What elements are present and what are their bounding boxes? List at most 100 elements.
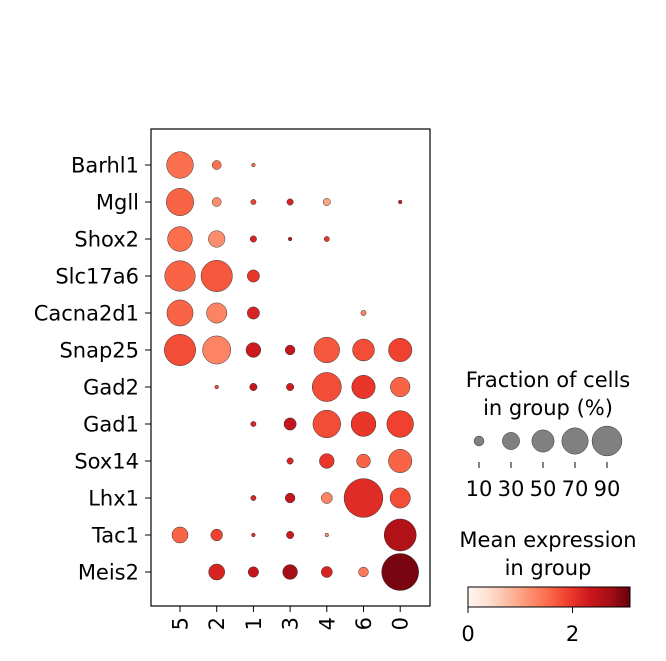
dot-gad1-group-6 xyxy=(350,411,377,437)
gene-axis: Barhl1 Mgll Shox2 Slc17a6 Cacna2d1 Snap25 Gad2… xyxy=(34,154,151,585)
dot-slc17a6-group-1 xyxy=(247,269,260,283)
dot-shox2-group-2 xyxy=(208,230,226,248)
colorbar-label-0: 0 xyxy=(461,622,474,646)
dot-barhl1-group-1 xyxy=(251,162,256,168)
dot-gad2-group-2 xyxy=(214,384,219,390)
dot-mgll-group-5 xyxy=(166,188,194,216)
dot-snap25-group-6 xyxy=(352,338,375,362)
size-legend-dot-10 xyxy=(473,435,485,447)
dot-cacna2d1-group-1 xyxy=(247,306,260,320)
dot-meis2-group-1 xyxy=(247,566,259,578)
dot-cacna2d1-group-2 xyxy=(206,302,228,324)
size-legend-label-70: 70 xyxy=(562,477,589,501)
dot-snap25-group-5 xyxy=(164,334,196,366)
dot-shox2-group-1 xyxy=(249,235,257,243)
dot-tac1-group-5 xyxy=(171,526,189,544)
gene-label-tac1: Tac1 xyxy=(91,524,139,548)
dot-lhx1-group-0 xyxy=(389,487,411,509)
colorbar xyxy=(467,586,631,608)
group-label-1: 1 xyxy=(242,617,266,630)
dot-gad2-group-3 xyxy=(286,383,295,391)
dot-barhl1-group-5 xyxy=(166,151,194,179)
group-label-2: 2 xyxy=(205,617,229,630)
dot-meis2-group-6 xyxy=(358,566,369,578)
size-legend-label-90: 90 xyxy=(594,477,621,501)
dot-lhx1-group-1 xyxy=(250,495,257,501)
color-legend-title-line1: Mean expression xyxy=(459,528,636,552)
plot-area xyxy=(150,128,431,607)
dot-tac1-group-0 xyxy=(383,518,417,552)
group-label-3: 3 xyxy=(279,617,303,630)
gene-label-sox14: Sox14 xyxy=(74,450,139,474)
dot-sox14-group-0 xyxy=(388,449,413,473)
dot-snap25-group-0 xyxy=(388,338,413,362)
dot-slc17a6-group-2 xyxy=(200,260,233,292)
size-legend-dot-90 xyxy=(591,425,623,457)
color-legend-title-line2: in group xyxy=(505,556,592,580)
dot-snap25-group-4 xyxy=(313,336,340,364)
gene-label-shox2: Shox2 xyxy=(74,228,139,252)
size-legend-title-line1: Fraction of cells xyxy=(466,368,631,392)
dot-meis2-group-2 xyxy=(208,563,226,581)
size-legend-dot-50 xyxy=(531,429,555,453)
dot-tac1-group-4 xyxy=(324,532,329,538)
dot-mgll-group-0 xyxy=(398,199,403,205)
dot-gad1-group-0 xyxy=(386,410,414,438)
dot-lhx1-group-3 xyxy=(284,492,296,504)
dot-tac1-group-2 xyxy=(210,528,223,542)
dot-gad1-group-3 xyxy=(283,417,297,431)
gene-label-meis2: Meis2 xyxy=(78,561,139,585)
dot-sox14-group-4 xyxy=(319,453,335,469)
gene-label-slc17a6: Slc17a6 xyxy=(55,265,139,289)
dot-gad2-group-0 xyxy=(390,376,411,398)
dot-gad2-group-6 xyxy=(351,375,376,399)
gene-label-gad2: Gad2 xyxy=(83,376,139,400)
group-label-5: 5 xyxy=(169,617,193,630)
dot-mgll-group-2 xyxy=(211,197,222,207)
gene-label-mgll: Mgll xyxy=(96,191,139,215)
size-legend-label-50: 50 xyxy=(530,477,557,501)
dot-tac1-group-1 xyxy=(251,532,256,538)
gene-label-gad1: Gad1 xyxy=(83,413,139,437)
dot-barhl1-group-2 xyxy=(211,160,222,170)
dot-lhx1-group-4 xyxy=(321,492,333,504)
dot-shox2-group-3 xyxy=(288,236,293,242)
dot-cacna2d1-group-5 xyxy=(166,299,194,327)
dot-shox2-group-4 xyxy=(323,236,330,242)
gene-label-cacna2d1: Cacna2d1 xyxy=(34,302,139,326)
size-legend-title-line2: in group (%) xyxy=(483,396,613,420)
dot-meis2-group-4 xyxy=(321,566,333,578)
dots-layer xyxy=(164,151,419,591)
dot-gad1-group-1 xyxy=(250,421,257,427)
color-legend: Mean expression in group 0 2 xyxy=(459,528,636,646)
gene-label-barhl1: Barhl1 xyxy=(71,154,139,178)
dot-gad1-group-4 xyxy=(312,409,341,439)
dot-shox2-group-5 xyxy=(167,226,193,252)
dot-sox14-group-3 xyxy=(286,457,294,465)
dot-sox14-group-6 xyxy=(356,453,371,469)
dot-lhx1-group-6 xyxy=(343,478,384,518)
dot-meis2-group-0 xyxy=(381,553,419,591)
dot-gad2-group-1 xyxy=(249,383,258,391)
dot-mgll-group-4 xyxy=(322,198,331,206)
colorbar-label-2: 2 xyxy=(566,622,579,646)
group-label-4: 4 xyxy=(315,617,339,630)
size-legend-label-30: 30 xyxy=(498,477,525,501)
dot-tac1-group-3 xyxy=(286,531,295,539)
gene-label-snap25: Snap25 xyxy=(59,339,139,363)
gene-label-lhx1: Lhx1 xyxy=(88,487,139,511)
dot-snap25-group-2 xyxy=(202,335,232,365)
size-legend-label-10: 10 xyxy=(466,477,493,501)
size-legend-dot-30 xyxy=(502,432,520,450)
dot-meis2-group-3 xyxy=(282,564,298,580)
dot-gad2-group-4 xyxy=(311,372,342,402)
dot-cacna2d1-group-6 xyxy=(360,310,367,316)
dot-snap25-group-1 xyxy=(245,342,262,358)
size-legend-dot-70 xyxy=(561,427,589,455)
dot-mgll-group-1 xyxy=(250,199,257,205)
size-legend: Fraction of cells in group (%) 10 30 50 70 9… xyxy=(466,368,631,501)
group-label-6: 6 xyxy=(352,617,376,630)
group-label-0: 0 xyxy=(389,617,413,630)
